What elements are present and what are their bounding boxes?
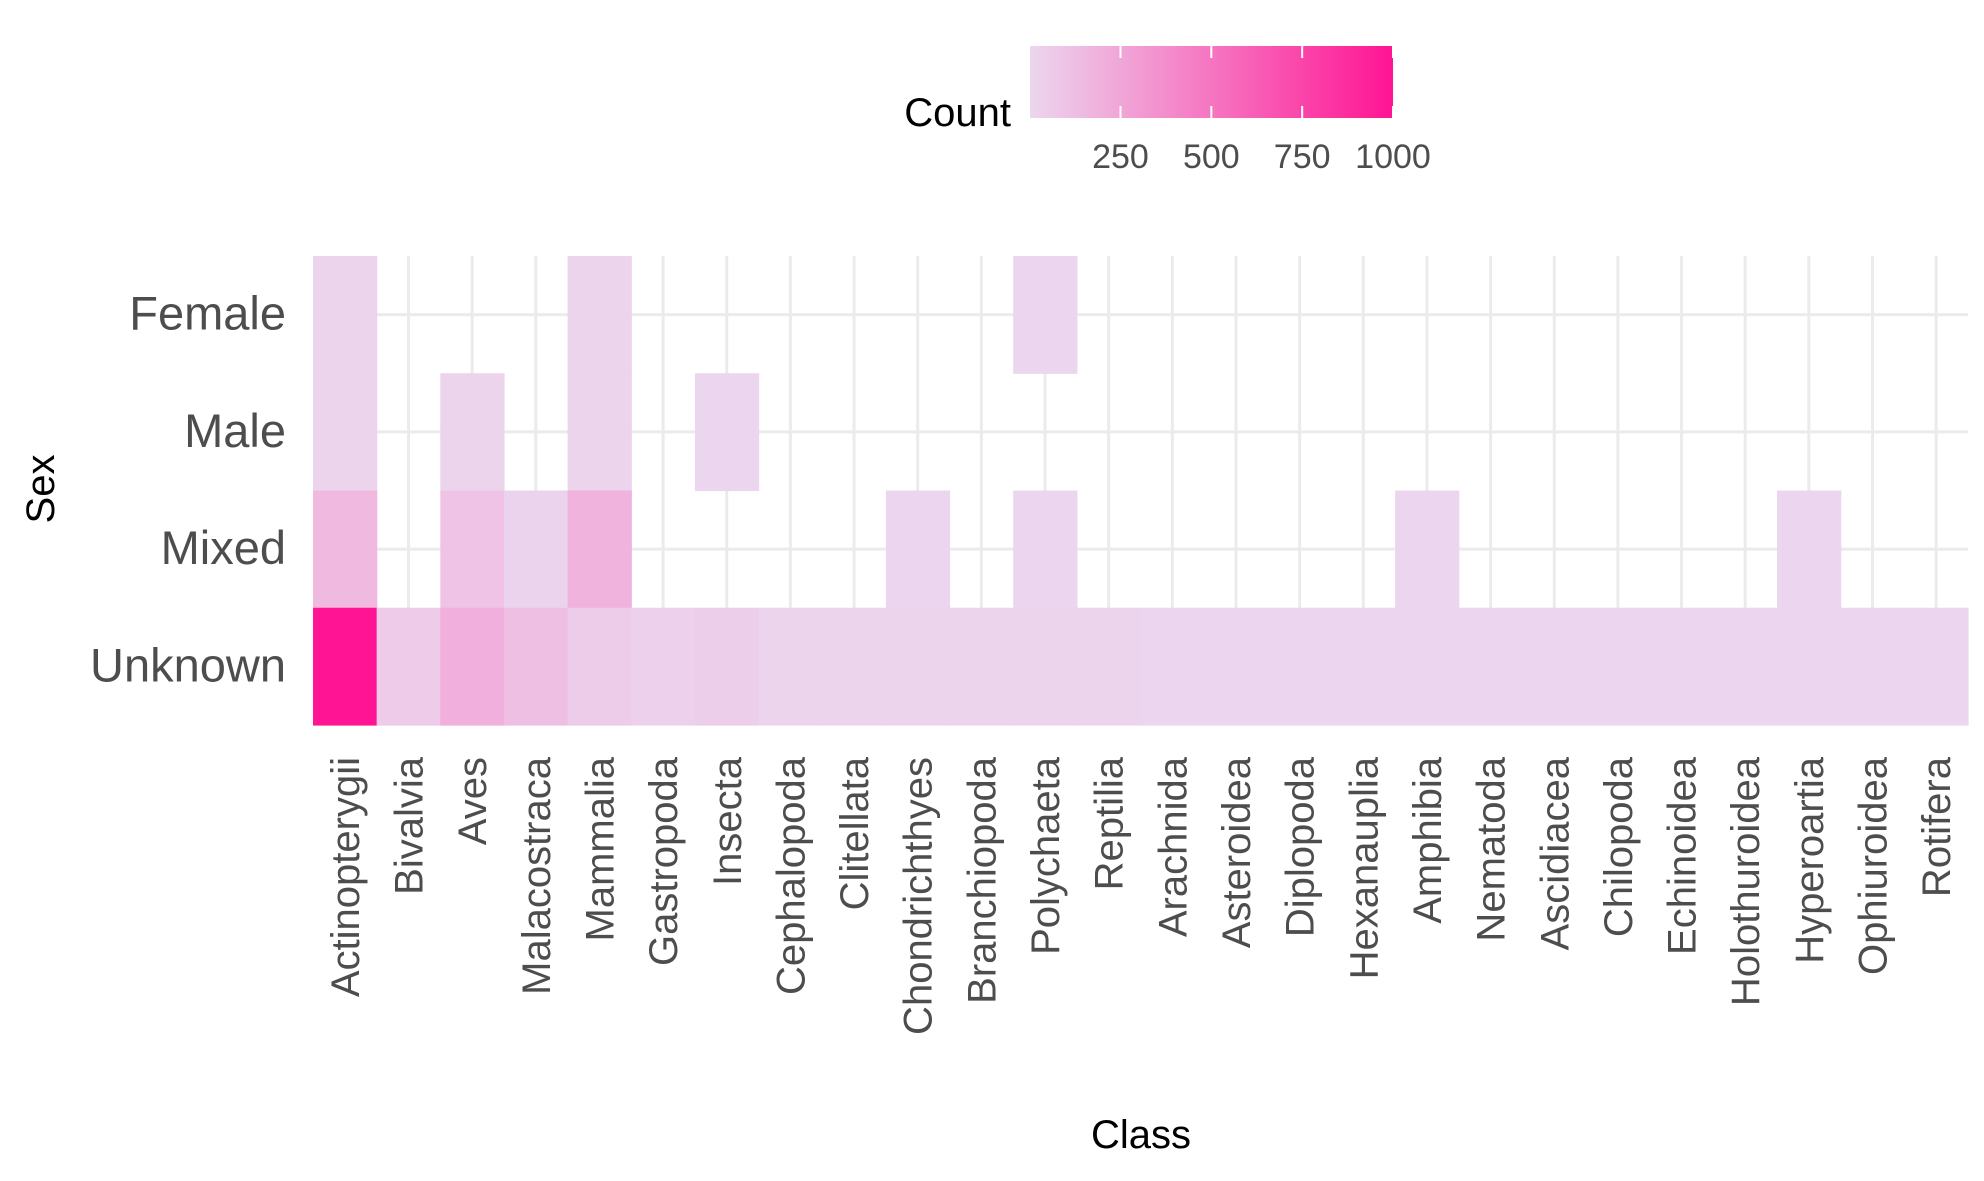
x-tick-label: Clitellata — [833, 756, 877, 910]
heatmap-cell — [440, 490, 505, 609]
heatmap-cell — [1395, 607, 1460, 726]
legend-tick-label: 750 — [1274, 138, 1331, 176]
y-tick-label: Male — [184, 404, 286, 457]
x-tick-label: Hexanauplia — [1342, 756, 1386, 979]
heatmap-cell — [758, 607, 823, 726]
heatmap-cell — [694, 607, 760, 726]
x-tick-labels: Actinopterygii Bivalvia Aves Malacostraca Ma… — [324, 756, 1959, 1035]
x-tick-label: Nematoda — [1470, 756, 1514, 941]
heatmap-cell — [1586, 607, 1651, 726]
legend-tick-label: 250 — [1092, 138, 1149, 176]
x-tick-label: Branchiopoda — [960, 756, 1004, 1004]
x-tick-label: Holothuroidea — [1724, 756, 1768, 1006]
heatmap-cell — [1267, 607, 1333, 726]
x-tick-label: Arachnida — [1151, 756, 1195, 937]
heatmap-cell — [694, 373, 760, 492]
x-tick-label: Gastropoda — [642, 756, 686, 966]
heatmap-cell — [313, 373, 378, 492]
heatmap-cell — [822, 607, 887, 726]
heatmap-cell — [567, 256, 632, 374]
x-tick-label: Bivalvia — [387, 756, 431, 895]
heatmap-cell — [440, 607, 505, 726]
heatmap-cell — [1140, 607, 1205, 726]
x-tick-label: Rotifera — [1915, 756, 1959, 897]
heatmap-cell — [1013, 607, 1078, 726]
heatmap-cell — [1713, 607, 1778, 726]
heatmap-cell — [503, 607, 569, 726]
heatmap-cell — [567, 490, 632, 609]
heatmap-cell — [313, 490, 378, 609]
heatmap-cell — [1840, 607, 1905, 726]
heatmap-cell — [1204, 607, 1269, 726]
heatmap-cell — [567, 373, 632, 492]
x-tick-label: Hyperoartia — [1788, 756, 1832, 964]
x-tick-label: Malacostraca — [515, 756, 559, 995]
x-tick-label: Echinoidea — [1661, 756, 1705, 955]
x-tick-label: Chilopoda — [1597, 756, 1641, 937]
x-tick-label: Diplopoda — [1279, 756, 1323, 937]
heatmap-cell — [440, 373, 505, 492]
heatmap-cell — [1777, 607, 1842, 726]
heatmap-cell — [885, 490, 951, 609]
y-tick-labels: Female Male Mixed Unknown — [90, 287, 286, 692]
x-tick-label: Polychaeta — [1024, 756, 1068, 955]
heatmap-cell — [1904, 607, 1969, 726]
heatmap-cell — [1777, 490, 1842, 609]
heatmap-cell — [1013, 490, 1078, 609]
heatmap-cell — [1395, 490, 1460, 609]
x-axis-title: Class — [1091, 1113, 1191, 1157]
x-tick-label: Mammalia — [578, 756, 622, 941]
heatmap-cell — [503, 490, 569, 609]
legend: Count 250 500 750 1000 — [904, 46, 1431, 176]
legend-title: Count — [904, 91, 1011, 135]
legend-ticks: 250 500 750 1000 — [1092, 46, 1431, 176]
heatmap-cell — [313, 607, 378, 726]
heatmap-cell — [313, 256, 378, 374]
heatmap-cell — [1458, 607, 1524, 726]
heatmap-cell — [949, 607, 1014, 726]
heatmap-cell — [1076, 607, 1142, 726]
y-tick-label: Female — [129, 287, 286, 340]
heatmap-cell — [885, 607, 951, 726]
y-tick-label: Mixed — [161, 521, 286, 574]
heatmap-cell — [567, 607, 632, 726]
heatmap-cell — [631, 607, 696, 726]
legend-tick-label: 1000 — [1355, 138, 1431, 176]
legend-tick-label: 500 — [1183, 138, 1240, 176]
x-tick-label: Asteroidea — [1215, 756, 1259, 948]
x-tick-label: Chondrichthyes — [897, 757, 941, 1035]
x-tick-label: Reptilia — [1088, 756, 1132, 890]
x-tick-label: Actinopterygii — [324, 757, 368, 997]
x-tick-label: Cephalopoda — [769, 756, 813, 995]
x-tick-label: Ophiuroidea — [1852, 756, 1896, 975]
heatmap-cell — [1522, 607, 1587, 726]
heatmap-cell — [1013, 256, 1078, 374]
y-axis-title: Sex — [19, 455, 63, 524]
heatmap-cell — [1649, 607, 1714, 726]
heatmap-cell — [376, 607, 441, 726]
heatmap-cell — [1331, 607, 1396, 726]
heatmap-tiles — [313, 256, 1969, 726]
x-tick-label: Aves — [451, 757, 495, 845]
y-tick-label: Unknown — [90, 638, 286, 691]
x-tick-label: Amphibia — [1406, 756, 1450, 924]
x-tick-label: Insecta — [706, 756, 750, 886]
x-tick-label: Ascidiacea — [1533, 756, 1577, 950]
